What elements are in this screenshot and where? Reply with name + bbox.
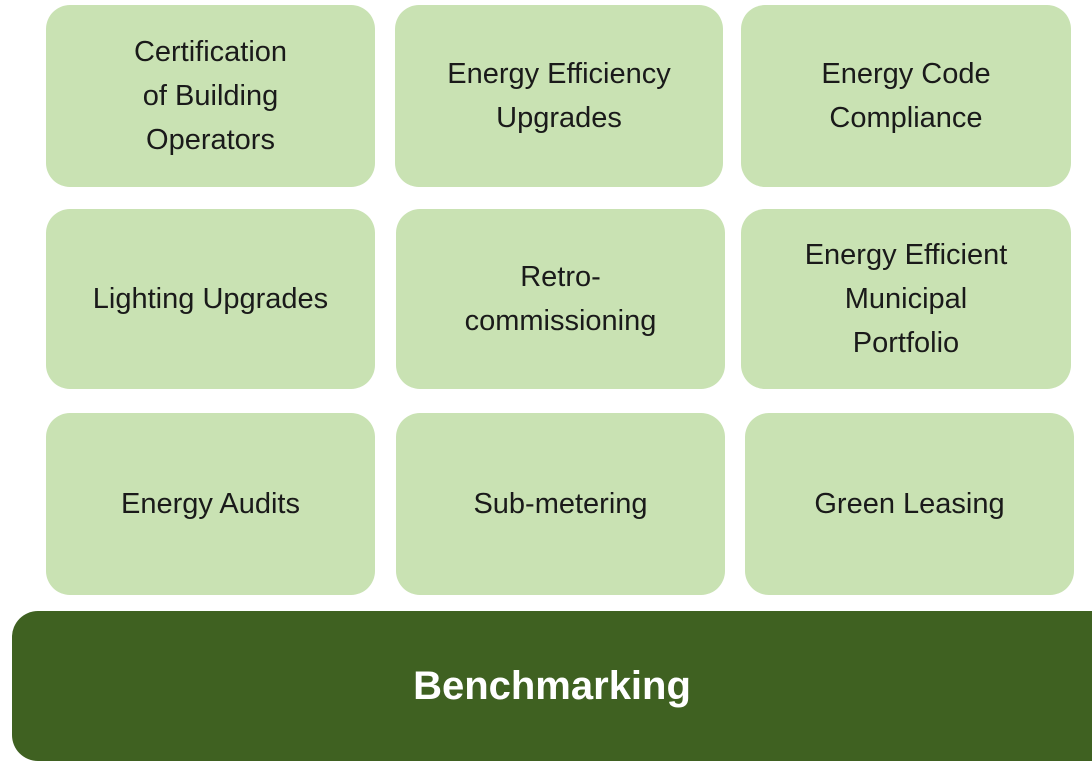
node-box: Certification of Building Operators — [46, 5, 375, 187]
node-label-line: Upgrades — [496, 102, 622, 134]
node-box: Energy Efficient Municipal Portfolio — [741, 209, 1071, 389]
node-box: Energy Efficiency Upgrades — [395, 5, 723, 187]
node-label-line: Retro- — [520, 261, 601, 293]
node-label-line: Lighting Upgrades — [92, 283, 329, 315]
node-box: Sub-metering — [396, 413, 725, 595]
node-label-line: Sub-metering — [473, 488, 648, 520]
node-label-line: Green Leasing — [814, 488, 1005, 520]
node-box: Retro-commissioning — [396, 209, 725, 389]
node-label-line: Energy Efficiency — [447, 58, 671, 90]
node-box: Energy Audits — [46, 413, 375, 595]
node-label-line: Energy Audits — [121, 488, 300, 520]
node-label-line: Certification — [133, 36, 288, 68]
foundation-bar: Benchmarking — [12, 611, 1092, 761]
node-label-line: Operators — [146, 124, 275, 156]
node-label-line: Portfolio — [852, 327, 960, 359]
node-box: Lighting Upgrades — [46, 209, 375, 389]
foundation-label: Benchmarking — [413, 663, 691, 708]
node-label-line: Compliance — [829, 102, 983, 134]
node-box: Energy Code Compliance — [741, 5, 1071, 187]
node-label-line: Energy Code — [821, 58, 991, 90]
node-label-line: commissioning — [464, 305, 657, 337]
node-box: Green Leasing — [745, 413, 1074, 595]
node-label-line: Energy Efficient — [804, 239, 1008, 271]
node-label-line: Municipal — [844, 283, 968, 315]
node-label-line: of Building — [142, 80, 279, 112]
